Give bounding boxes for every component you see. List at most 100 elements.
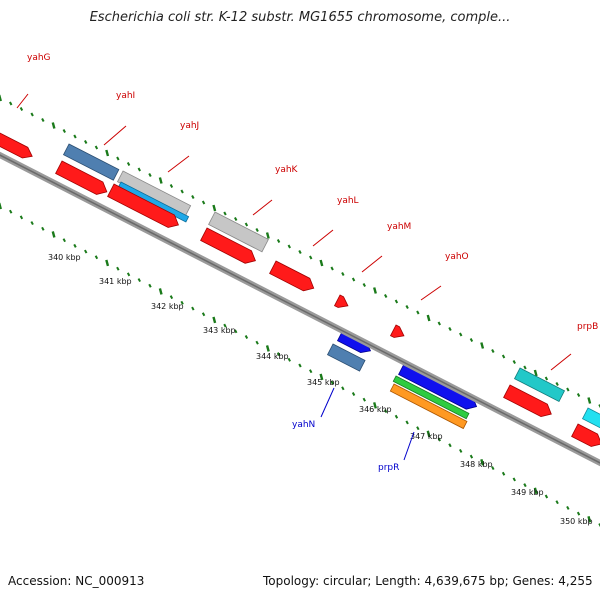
- accession-text: Accession: NC_000913: [8, 574, 145, 588]
- inner-tick: [330, 380, 334, 385]
- leader-yahN: [320, 387, 335, 418]
- scale-label: 340 kbp: [48, 253, 81, 262]
- label-yahN[interactable]: yahN: [292, 420, 315, 430]
- outer-tick: [30, 112, 34, 117]
- outer-tick: [276, 239, 281, 243]
- leader-prpR: [403, 431, 415, 461]
- label-yahM[interactable]: yahM: [387, 222, 411, 232]
- label-yahG[interactable]: yahG: [27, 53, 51, 63]
- leader-yahG: [16, 93, 29, 109]
- inner-tick: [84, 249, 88, 254]
- inner-tick: [384, 409, 388, 414]
- topology-summary: Topology: circular; Length: 4,639,675 bp…: [263, 574, 593, 588]
- gene-red-a[interactable]: [55, 160, 108, 195]
- inner-tick: [416, 426, 420, 431]
- inner-tick: [19, 215, 24, 220]
- gene-yahO[interactable]: [389, 324, 405, 338]
- gene-yahL[interactable]: [269, 260, 315, 292]
- outer-tick: [501, 354, 506, 359]
- gene-yahG[interactable]: [0, 130, 33, 159]
- inner-tick: [405, 420, 409, 425]
- label-prpB[interactable]: prpB: [577, 322, 598, 332]
- outer-tick: [384, 294, 388, 298]
- gene-red-b[interactable]: [107, 183, 179, 228]
- outer-tick: [234, 217, 238, 221]
- inner-tick: [362, 397, 366, 402]
- outer-tick: [405, 305, 409, 309]
- gene-edge-red[interactable]: [571, 423, 600, 447]
- leader-yahJ: [167, 155, 190, 173]
- inner-tick: [491, 466, 495, 471]
- leader-yahL: [312, 229, 334, 247]
- inner-tick: [191, 306, 195, 311]
- inner-tick: [298, 363, 302, 368]
- label-yahI[interactable]: yahI: [116, 91, 135, 101]
- scale-label: 345 kbp: [307, 378, 340, 387]
- label-yahJ[interactable]: yahJ: [180, 121, 199, 131]
- outer-tick: [523, 365, 527, 370]
- outer-tick: [191, 195, 195, 199]
- inner-tick: [394, 414, 399, 419]
- gene-yahJ-strip[interactable]: [117, 181, 190, 223]
- inner-tick: [319, 373, 324, 381]
- inner-tick: [244, 335, 249, 339]
- outer-tick: [566, 387, 570, 392]
- outer-tick: [255, 228, 259, 232]
- inner-tick: [576, 511, 581, 516]
- inner-tick: [287, 357, 291, 362]
- gene-prpB[interactable]: [513, 367, 566, 403]
- inner-tick: [598, 523, 600, 527]
- outer-tick: [491, 349, 495, 353]
- gene-prpR[interactable]: [389, 383, 468, 430]
- inner-tick: [30, 221, 34, 226]
- outer-tick: [544, 376, 549, 381]
- feature-track[interactable]: [0, 130, 600, 447]
- label-yahL[interactable]: yahL: [337, 196, 359, 206]
- outer-tick: [265, 232, 270, 239]
- inner-tick: [255, 340, 259, 345]
- outer-tick: [169, 184, 174, 188]
- gene-yahK[interactable]: [208, 211, 269, 253]
- scale-label: 346 kbp: [359, 405, 392, 414]
- inner-tick: [0, 202, 2, 210]
- inner-tick: [309, 369, 313, 374]
- outer-tick: [19, 107, 24, 111]
- label-yahK[interactable]: yahK: [275, 165, 299, 175]
- outer-tick: [373, 287, 377, 294]
- leader-yahM: [361, 255, 383, 273]
- gene-red-c[interactable]: [200, 227, 256, 264]
- outer-tick: [148, 173, 152, 177]
- chromosome-backbone: [0, 151, 600, 467]
- gene-yahI[interactable]: [62, 143, 120, 181]
- label-yahO[interactable]: yahO: [445, 252, 469, 262]
- inner-tick: [51, 231, 56, 238]
- inner-tick: [555, 500, 559, 505]
- outer-tick: [341, 272, 345, 276]
- label-prpR[interactable]: prpR: [378, 463, 399, 473]
- gene-edge-cyan[interactable]: [581, 407, 600, 429]
- outer-tick: [362, 283, 366, 287]
- outer-tick: [223, 211, 227, 216]
- gene-yahN[interactable]: [326, 343, 366, 372]
- scale-label: 343 kbp: [203, 326, 236, 335]
- leader-yahK: [252, 199, 273, 216]
- inner-tick: [480, 459, 485, 466]
- scale-label: 344 kbp: [256, 352, 289, 361]
- map-title: Escherichia coli str. K-12 substr. MG165…: [89, 10, 511, 25]
- inner-tick: [223, 323, 227, 328]
- outer-tick: [319, 259, 324, 267]
- outer-tick: [126, 162, 131, 166]
- inner-tick: [169, 295, 174, 300]
- scale-label: 348 kbp: [460, 460, 493, 469]
- inner-tick: [512, 477, 516, 482]
- gene-prpB-red[interactable]: [503, 384, 552, 418]
- gene-yahM[interactable]: [333, 294, 349, 308]
- outer-tick: [9, 101, 13, 106]
- outer-tick: [309, 255, 313, 260]
- gene-labels: yahG yahI yahJ yahK yahL yahM yahO prpB yahN prpR: [27, 53, 598, 473]
- outer-tick: [180, 189, 184, 194]
- outer-tick: [459, 332, 463, 337]
- scale-labels: 340 kbp 341 kbp 342 kbp 343 kbp 344 kbp 345 k…: [48, 253, 593, 526]
- gene-green[interactable]: [392, 375, 470, 420]
